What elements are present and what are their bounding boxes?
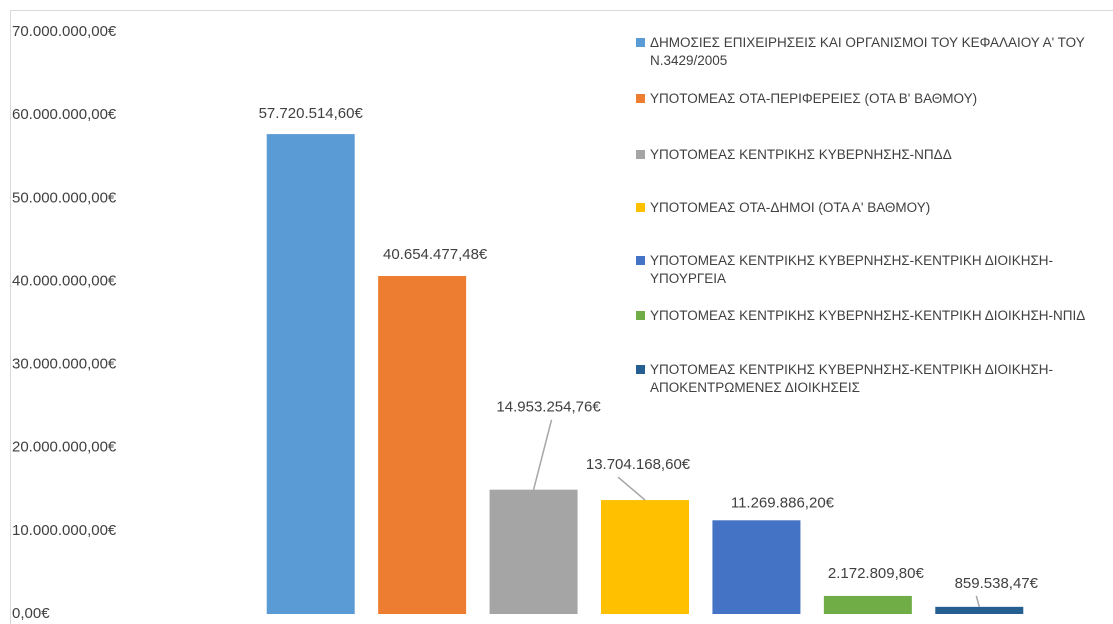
chart-frame [10,10,1113,624]
legend-label: ΥΠΟΤΟΜΕΑΣ ΟΤΑ-ΠΕΡΙΦΕΡΕΙΕΣ (ΟΤΑ Β' ΒΑΘΜΟΥ… [650,91,978,106]
legend-label: ΥΠΟΤΟΜΕΑΣ ΚΕΝΤΡΙΚΗΣ ΚΥΒΕΡΝΗΣΗΣ-ΝΠΔΔ [650,147,952,162]
bar [935,606,1024,614]
leader-line [617,476,646,501]
y-tick-label: 10.000.000,00€ [12,522,117,539]
data-label: 57.720.514,60€ [259,105,364,122]
data-label: 13.704.168,60€ [586,456,691,473]
y-tick-label: 0,00€ [12,605,50,622]
bar [266,134,355,614]
legend-entry: ΥΠΟΤΟΜΕΑΣ ΚΕΝΤΡΙΚΗΣ ΚΥΒΕΡΝΗΣΗΣ-ΚΕΝΤΡΙΚΗ … [636,361,1106,397]
y-tick-label: 50.000.000,00€ [12,189,117,206]
bar [378,275,467,614]
legend-swatch [636,256,645,265]
bar [823,595,912,614]
y-tick-label: 30.000.000,00€ [12,356,117,373]
legend-swatch [636,150,645,159]
legend-entry: ΥΠΟΤΟΜΕΑΣ ΟΤΑ-ΔΗΜΟΙ (ΟΤΑ Α' ΒΑΘΜΟΥ) [636,199,1106,217]
y-tick-label: 70.000.000,00€ [12,23,117,40]
legend-swatch [636,38,645,47]
y-tick-label: 20.000.000,00€ [12,439,117,456]
data-label: 2.172.809,80€ [828,565,925,582]
legend-label: ΥΠΟΤΟΜΕΑΣ ΚΕΝΤΡΙΚΗΣ ΚΥΒΕΡΝΗΣΗΣ-ΚΕΝΤΡΙΚΗ … [650,362,1054,395]
leader-line [532,419,553,490]
legend-label: ΔΗΜΟΣΙΕΣ ΕΠΙΧΕΙΡΗΣΕΙΣ ΚΑΙ ΟΡΓΑΝΙΣΜΟΙ ΤΟΥ… [650,35,1085,68]
legend-swatch [636,203,645,212]
bar [489,489,578,614]
legend-entry: ΥΠΟΤΟΜΕΑΣ ΟΤΑ-ΠΕΡΙΦΕΡΕΙΕΣ (ΟΤΑ Β' ΒΑΘΜΟΥ… [636,90,1106,108]
legend-label: ΥΠΟΤΟΜΕΑΣ ΚΕΝΤΡΙΚΗΣ ΚΥΒΕΡΝΗΣΗΣ-ΚΕΝΤΡΙΚΗ … [650,308,1086,323]
y-tick-label: 60.000.000,00€ [12,106,117,123]
legend-entry: ΥΠΟΤΟΜΕΑΣ ΚΕΝΤΡΙΚΗΣ ΚΥΒΕΡΝΗΣΗΣ-ΚΕΝΤΡΙΚΗ … [636,307,1106,325]
legend-swatch [636,94,645,103]
data-label: 40.654.477,48€ [383,246,488,263]
legend-entry: ΥΠΟΤΟΜΕΑΣ ΚΕΝΤΡΙΚΗΣ ΚΥΒΕΡΝΗΣΗΣ-ΚΕΝΤΡΙΚΗ … [636,252,1106,288]
data-label: 859.538,47€ [955,575,1039,592]
legend-label: ΥΠΟΤΟΜΕΑΣ ΟΤΑ-ΔΗΜΟΙ (ΟΤΑ Α' ΒΑΘΜΟΥ) [650,200,931,215]
legend-entry: ΥΠΟΤΟΜΕΑΣ ΚΕΝΤΡΙΚΗΣ ΚΥΒΕΡΝΗΣΗΣ-ΝΠΔΔ [636,146,1106,164]
legend-label: ΥΠΟΤΟΜΕΑΣ ΚΕΝΤΡΙΚΗΣ ΚΥΒΕΡΝΗΣΗΣ-ΚΕΝΤΡΙΚΗ … [650,253,1054,286]
bar [601,500,689,614]
y-tick-label: 40.000.000,00€ [12,272,117,289]
legend-swatch [636,365,645,374]
legend-entry: ΔΗΜΟΣΙΕΣ ΕΠΙΧΕΙΡΗΣΕΙΣ ΚΑΙ ΟΡΓΑΝΙΣΜΟΙ ΤΟΥ… [636,34,1106,70]
leader-line [975,595,981,608]
legend-swatch [636,311,645,320]
bar [712,520,801,614]
data-label: 14.953.254,76€ [496,399,601,416]
data-label: 11.269.886,20€ [731,494,835,511]
